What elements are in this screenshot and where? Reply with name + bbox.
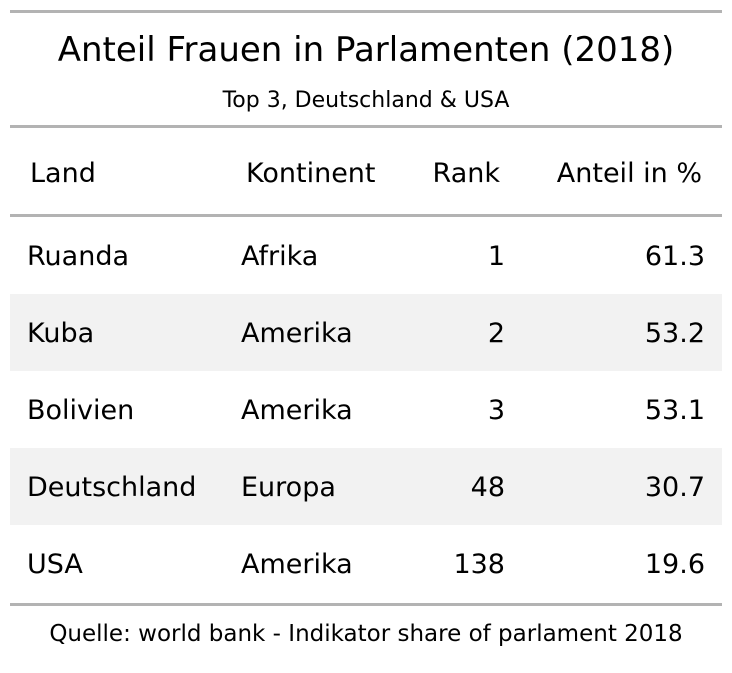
cell-kontinent: Afrika — [241, 241, 319, 272]
table-subtitle: Top 3, Deutschland & USA — [222, 88, 510, 113]
cell-anteil: 53.1 — [644, 395, 705, 426]
table-header-row: Land Kontinent Rank Anteil in % — [10, 128, 722, 214]
cell-kontinent: Amerika — [241, 318, 353, 349]
table-row: USA Amerika 138 19.6 — [10, 525, 722, 602]
cell-land: Ruanda — [27, 241, 130, 272]
source-note: Quelle: world bank - Indikator share of … — [49, 621, 683, 647]
cell-rank: 3 — [487, 395, 505, 426]
cell-rank: 48 — [470, 472, 505, 503]
table-row: Bolivien Amerika 3 53.1 — [10, 371, 722, 448]
table-row: Kuba Amerika 2 53.2 — [10, 294, 722, 371]
cell-kontinent: Europa — [241, 472, 336, 503]
cell-kontinent: Amerika — [241, 395, 353, 426]
column-header-kontinent: Kontinent — [246, 158, 376, 189]
cell-anteil: 30.7 — [644, 472, 705, 503]
cell-land: Bolivien — [27, 395, 135, 426]
cell-land: USA — [27, 549, 83, 580]
table-row: Deutschland Europa 48 30.7 — [10, 448, 722, 525]
header-bottom-rule — [10, 214, 722, 217]
bottom-rule — [10, 603, 722, 606]
cell-anteil: 53.2 — [644, 318, 705, 349]
table-body: Ruanda Afrika 1 61.3 Kuba Amerika 2 53.2… — [10, 217, 722, 602]
header-top-rule — [10, 125, 722, 128]
cell-rank: 2 — [487, 318, 505, 349]
column-header-land: Land — [30, 158, 96, 189]
cell-land: Kuba — [27, 318, 95, 349]
cell-rank: 1 — [487, 241, 505, 272]
cell-rank: 138 — [453, 549, 505, 580]
column-header-anteil: Anteil in % — [556, 158, 702, 189]
cell-anteil: 61.3 — [644, 241, 705, 272]
top-rule — [10, 10, 722, 13]
table-row: Ruanda Afrika 1 61.3 — [10, 217, 722, 294]
cell-land: Deutschland — [27, 472, 197, 503]
cell-kontinent: Amerika — [241, 549, 353, 580]
column-header-rank: Rank — [432, 158, 500, 189]
table-title: Anteil Frauen in Parlamenten (2018) — [57, 30, 675, 70]
cell-anteil: 19.6 — [644, 549, 705, 580]
